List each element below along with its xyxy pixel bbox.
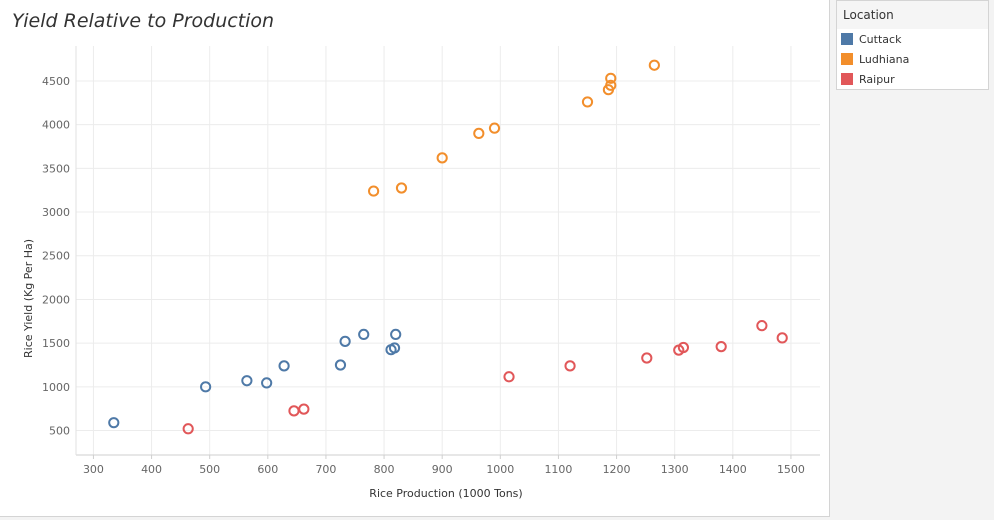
x-tick-label: 400 — [141, 463, 162, 476]
legend-label-ludhiana: Ludhiana — [859, 52, 910, 66]
y-tick-label: 4500 — [42, 75, 70, 88]
data-point-ludhiana — [581, 96, 594, 108]
x-tick-label: 300 — [83, 463, 104, 476]
y-tick-label: 2500 — [42, 250, 70, 263]
data-point-raipur — [182, 423, 194, 435]
legend-item-cuttack[interactable]: Cuttack — [837, 29, 988, 49]
data-point-cuttack — [358, 328, 370, 340]
data-point-cuttack — [200, 381, 212, 393]
data-point-cuttack — [261, 377, 273, 389]
data-point-cuttack — [388, 342, 401, 354]
data-point-cuttack — [334, 359, 347, 371]
legend-swatch-ludhiana — [841, 53, 853, 65]
x-axis-title: Rice Production (1000 Tons) — [369, 487, 522, 500]
legend-label-raipur: Raipur — [859, 72, 895, 86]
x-tick-label: 600 — [257, 463, 278, 476]
y-tick-label: 4000 — [42, 119, 70, 132]
data-point-ludhiana — [648, 59, 660, 71]
data-point-ludhiana — [368, 185, 380, 197]
y-tick-label: 1500 — [42, 337, 70, 350]
legend[interactable]: Location Cuttack Ludhiana Raipur — [836, 0, 989, 90]
y-tick-label: 3500 — [42, 162, 70, 175]
x-tick-label: 1000 — [486, 463, 514, 476]
data-point-cuttack — [241, 375, 253, 387]
legend-item-raipur[interactable]: Raipur — [837, 69, 988, 89]
scatter-plot: 300 400 500 600 700 800 900 1000 1100 1200 1300 140… — [22, 46, 820, 500]
data-point-ludhiana — [605, 79, 617, 91]
data-point-ludhiana — [395, 182, 408, 194]
x-tick-label: 800 — [374, 463, 395, 476]
data-point-raipur — [756, 320, 768, 332]
data-point-cuttack — [108, 417, 120, 429]
x-tick-label: 900 — [432, 463, 453, 476]
data-point-raipur — [677, 341, 690, 354]
data-point-ludhiana — [473, 127, 485, 139]
data-point-ludhiana — [436, 152, 448, 164]
chart-panel: Yield Relative to Production 300 400 500 60… — [0, 0, 830, 517]
legend-title: Location — [837, 1, 988, 29]
data-point-ludhiana — [605, 72, 617, 84]
data-point-raipur — [288, 405, 300, 417]
data-point-cuttack — [390, 328, 402, 340]
data-point-raipur — [564, 360, 576, 372]
data-point-raipur — [641, 352, 653, 364]
x-tick-label: 1200 — [603, 463, 631, 476]
y-tick-label: 500 — [49, 425, 70, 438]
y-tick-label: 2000 — [42, 293, 70, 306]
y-tick-label: 3000 — [42, 206, 70, 219]
x-tick-label: 1500 — [777, 463, 805, 476]
x-tick-label: 1400 — [719, 463, 747, 476]
data-point-raipur — [715, 341, 727, 353]
legend-swatch-cuttack — [841, 33, 853, 45]
y-tick-label: 1000 — [42, 381, 70, 394]
data-point-raipur — [776, 332, 788, 344]
x-tick-label: 700 — [315, 463, 336, 476]
data-point-raipur — [503, 371, 515, 383]
chart-title: Yield Relative to Production — [12, 10, 275, 32]
data-point-ludhiana — [488, 122, 501, 134]
legend-label-cuttack: Cuttack — [859, 32, 902, 46]
data-point-cuttack — [278, 360, 290, 372]
legend-item-ludhiana[interactable]: Ludhiana — [837, 49, 988, 69]
y-axis-title: Rice Yield (Kg Per Ha) — [22, 239, 35, 358]
legend-swatch-raipur — [841, 73, 853, 85]
x-tick-label: 500 — [199, 463, 220, 476]
data-point-cuttack — [339, 335, 351, 347]
x-tick-label: 1300 — [661, 463, 689, 476]
x-tick-label: 1100 — [544, 463, 572, 476]
data-point-raipur — [298, 403, 310, 415]
